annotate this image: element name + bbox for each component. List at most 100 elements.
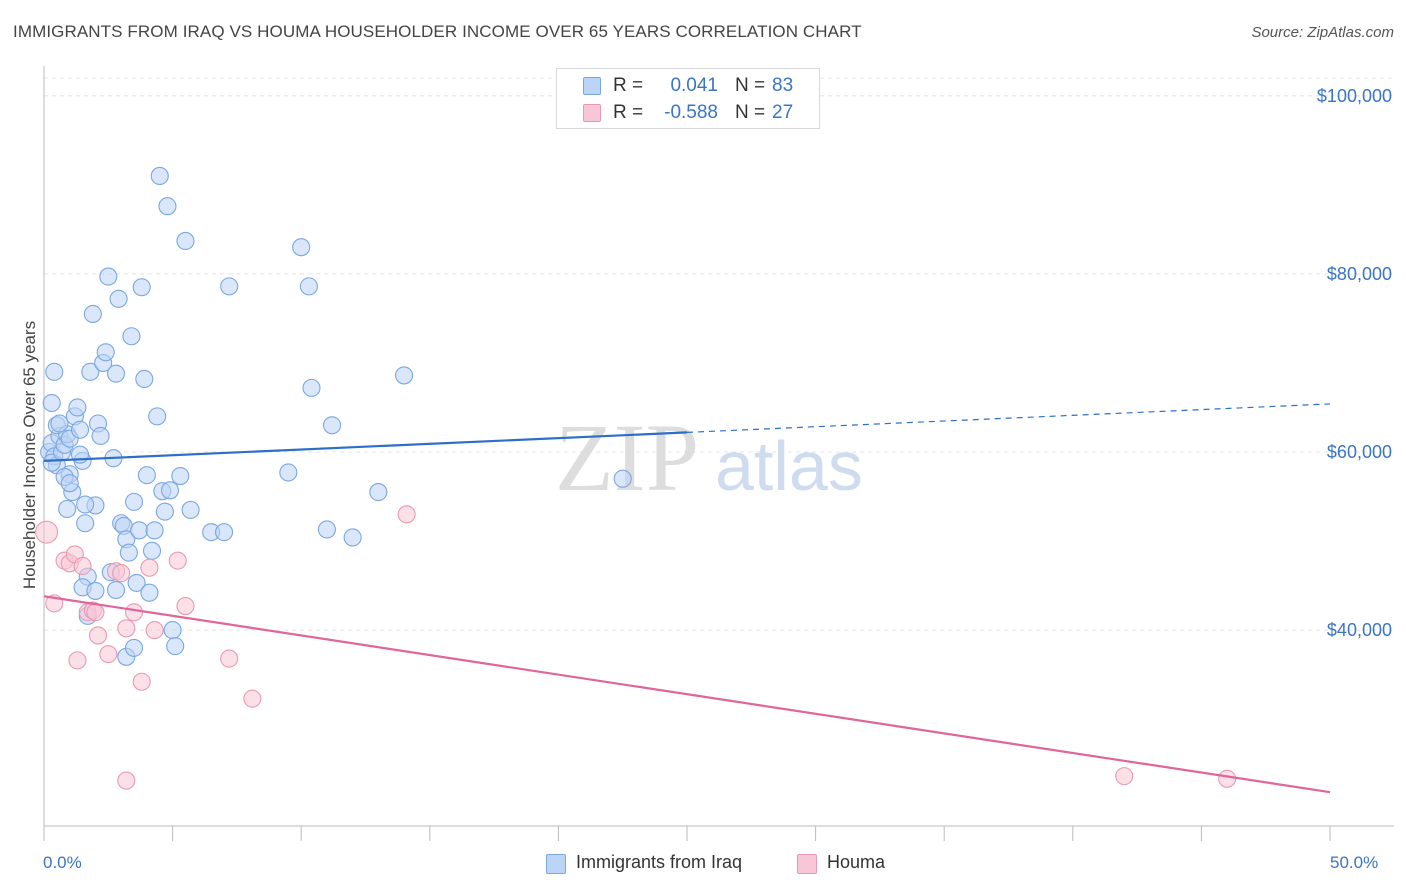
data-point [158, 197, 177, 216]
data-point [124, 638, 144, 657]
data-point [106, 364, 126, 383]
data-point [124, 492, 144, 511]
data-point [176, 231, 195, 251]
data-point [163, 621, 182, 640]
legend-n-label: N = [735, 75, 766, 96]
trend-line-iraq-dashed [686, 403, 1331, 434]
data-point [613, 469, 632, 488]
legend-r-value-iraq: 0.041 [670, 75, 718, 96]
data-point [243, 689, 262, 708]
legend-label-iraq: Immigrants from Iraq [576, 852, 743, 872]
y-tick-label: $100,000 [1317, 86, 1392, 106]
data-point [122, 327, 141, 346]
x-tick-label-max: 50.0% [1330, 853, 1379, 872]
data-point [91, 426, 110, 446]
data-point [68, 398, 87, 417]
series-legend: Immigrants from Iraq Houma [0, 851, 1406, 879]
data-point [96, 343, 115, 362]
legend-row-houma: R = -0.588 N = 27 [557, 101, 819, 127]
data-point [35, 520, 59, 544]
data-point [86, 581, 105, 600]
data-point [106, 580, 126, 600]
data-point [42, 393, 61, 413]
data-point [395, 366, 414, 385]
legend-row-iraq: R = 0.041 N = 83 [557, 74, 819, 100]
series-iraq-points [40, 166, 632, 666]
data-point [181, 500, 200, 519]
correlation-legend: R = 0.041 N = 83 R = -0.588 N = 27 [556, 68, 820, 129]
data-point [142, 541, 162, 560]
legend-swatch-iraq [546, 854, 566, 874]
data-point [140, 558, 159, 577]
legend-label-houma: Houma [827, 852, 886, 872]
chart-title: IMMIGRANTS FROM IRAQ VS HOUMA HOUSEHOLDE… [13, 22, 862, 41]
x-tick-label-min: 0.0% [43, 853, 82, 872]
data-point [279, 463, 298, 482]
legend-swatch-iraq [583, 77, 601, 95]
data-point [70, 420, 90, 439]
gridlines [44, 77, 1394, 631]
data-point [112, 564, 131, 583]
watermark-zip: ZIP [555, 404, 699, 511]
data-point [155, 502, 174, 521]
legend-n-value-houma: 27 [772, 102, 794, 123]
data-point [109, 289, 128, 308]
data-point [140, 583, 159, 602]
data-point [86, 603, 105, 622]
data-point [99, 267, 118, 286]
data-point [81, 362, 100, 381]
data-point [166, 637, 185, 656]
data-point [323, 416, 342, 435]
data-point [88, 626, 108, 645]
data-point [132, 672, 151, 691]
legend-r-label: R = [613, 75, 644, 96]
data-point [76, 495, 95, 514]
data-point [132, 278, 151, 297]
data-point [220, 277, 239, 296]
data-point [60, 474, 79, 493]
data-point [343, 528, 362, 547]
data-point [171, 466, 190, 486]
data-point [1115, 767, 1134, 786]
data-point [302, 378, 321, 397]
data-point [117, 619, 136, 638]
trend-line-houma [43, 595, 1331, 794]
legend-swatch-houma [797, 854, 817, 874]
data-point [76, 514, 95, 533]
source-credit: Source: ZipAtlas.com [1251, 24, 1394, 41]
data-point [148, 407, 167, 426]
series-houma-points [35, 505, 1237, 790]
data-point [176, 597, 195, 616]
y-tick-label: $80,000 [1327, 264, 1392, 284]
y-tick-labels: $40,000 $60,000 $80,000 $100,000 [1317, 86, 1392, 640]
data-point [127, 573, 146, 592]
data-point [299, 277, 318, 296]
legend-swatch-houma [583, 104, 601, 122]
data-point [397, 505, 416, 524]
data-point [220, 649, 239, 668]
data-point [130, 521, 149, 540]
data-point [73, 556, 92, 576]
legend-r-label: R = [613, 102, 644, 123]
y-tick-label: $40,000 [1327, 620, 1392, 640]
legend-r-value-houma: -0.588 [664, 102, 718, 123]
data-point [1218, 769, 1237, 788]
trend-line-iraq-solid [43, 431, 688, 463]
data-point [117, 771, 136, 790]
data-point [45, 362, 64, 381]
data-point [160, 481, 180, 500]
data-point [369, 483, 388, 502]
data-point [99, 645, 118, 664]
data-point [124, 603, 144, 622]
watermark: ZIP atlas [555, 404, 863, 511]
data-point [145, 621, 164, 640]
y-tick-label: $60,000 [1327, 442, 1392, 462]
data-point [58, 499, 77, 519]
data-point [68, 651, 87, 670]
data-point [83, 304, 102, 324]
trend-lines [43, 403, 1331, 794]
watermark-atlas: atlas [715, 427, 863, 505]
data-point [50, 414, 69, 433]
data-point [317, 520, 336, 539]
